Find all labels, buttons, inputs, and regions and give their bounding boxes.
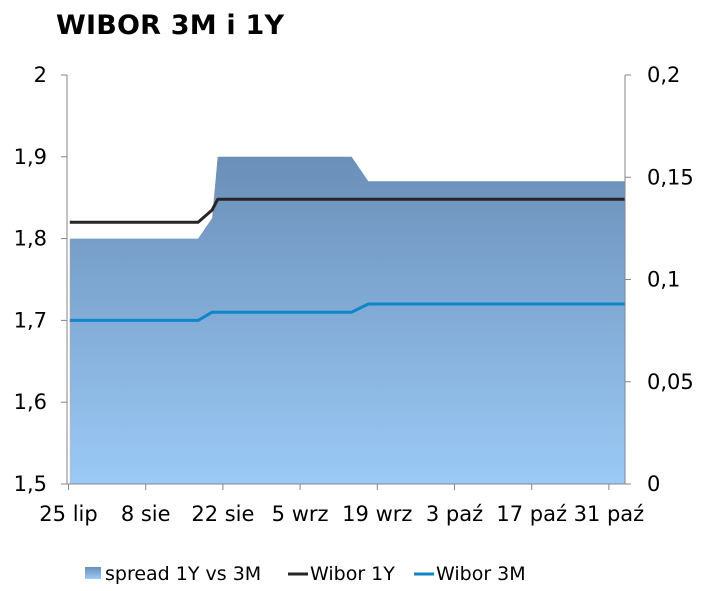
y-left-tick-label: 1,5 <box>14 472 47 496</box>
x-tick-label: 22 sie <box>191 502 254 526</box>
y-left-tick-label: 1,8 <box>14 227 47 251</box>
y-left-tick-label: 2 <box>34 63 47 87</box>
series-area-spread <box>69 156 626 485</box>
y-right-tick-label: 0 <box>647 472 660 496</box>
legend-swatch-spread <box>85 567 101 579</box>
x-tick-label: 3 paź <box>426 502 483 526</box>
x-tick-label: 19 wrz <box>342 502 412 526</box>
series-line-wibor-3m <box>69 302 625 322</box>
legend-label-wibor-1y: Wibor 1Y <box>310 563 395 585</box>
legend-label-spread: spread 1Y vs 3M <box>105 563 261 585</box>
x-tick-label: 5 wrz <box>272 502 329 526</box>
x-tick-label: 17 paź <box>496 502 567 526</box>
chart-title: WIBOR 3M i 1Y <box>56 10 285 41</box>
legend-label-wibor-3m: Wibor 3M <box>436 563 526 585</box>
x-tick-label: 8 sie <box>121 502 171 526</box>
y-right-tick-label: 0,2 <box>647 63 680 87</box>
y-right-tick-label: 0,05 <box>647 370 694 394</box>
y-left-tick-label: 1,9 <box>14 145 47 169</box>
y-left-tick-label: 1,7 <box>14 308 47 332</box>
x-tick-label: 31 paź <box>574 502 645 526</box>
y-left-tick-label: 1,6 <box>14 390 47 414</box>
y-right-tick-label: 0,1 <box>647 268 680 292</box>
x-tick-label: 25 lip <box>39 502 97 526</box>
y-right-tick-label: 0,15 <box>647 165 694 189</box>
series-line-wibor-1y <box>69 197 625 224</box>
